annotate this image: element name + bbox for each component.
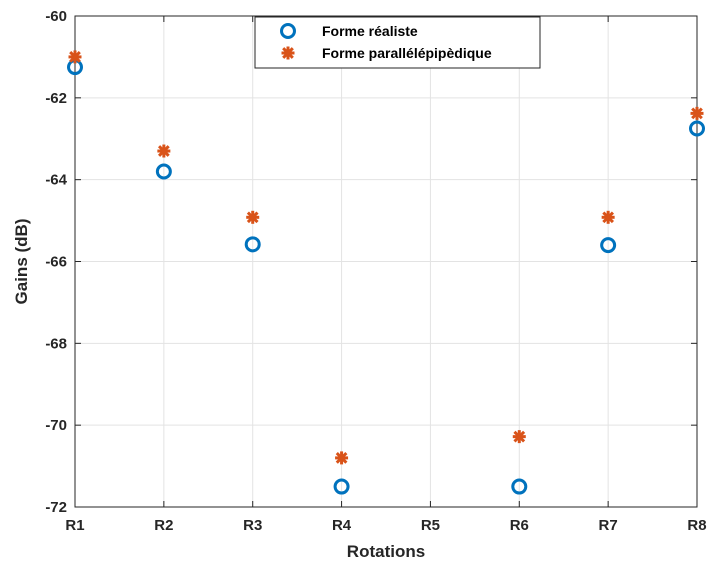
data-point-realistic-R2 (155, 163, 172, 180)
data-point-realistic-R8 (689, 120, 705, 137)
legend-marker-circle (280, 23, 296, 39)
legend-marker-asterisk (281, 46, 295, 60)
y-tick-label: -60 (45, 8, 67, 25)
x-tick-label: R2 (154, 517, 173, 534)
y-tick-label: -70 (45, 417, 67, 434)
y-axis-label: Gains (dB) (12, 219, 31, 305)
x-tick-label: R5 (421, 517, 440, 534)
x-tick-label: R8 (687, 517, 706, 534)
x-tick-labels: R1 R2 R3 R4 R5 R6 R7 R8 (65, 517, 706, 534)
data-point-parallelepiped-R2 (157, 144, 171, 158)
x-axis-label: Rotations (347, 542, 425, 561)
data-point-realistic-R4 (333, 478, 350, 495)
x-tick-label: R3 (243, 517, 262, 534)
axes (74, 15, 698, 508)
legend-label-parallelepiped: Forme parallélépipèdique (322, 45, 492, 61)
data-point-parallelepiped-R3 (246, 210, 260, 224)
legend-circle (280, 23, 296, 39)
data-points (67, 50, 705, 495)
y-tick-labels: -60 -62 -64 -66 -68 -70 -72 (45, 8, 67, 516)
x-tick-label: R4 (332, 517, 352, 534)
asterisk-stroke (691, 107, 703, 120)
data-point-parallelepiped-R1 (68, 50, 82, 64)
y-tick-label: -64 (45, 172, 67, 189)
data-point-realistic-R6 (511, 478, 528, 495)
legend-asterisk (281, 46, 295, 60)
asterisk-stroke (246, 211, 259, 224)
asterisk-stroke (513, 430, 526, 443)
x-tick-label: R7 (599, 517, 618, 534)
y-tick-label: -68 (45, 335, 67, 352)
x-tick-label: R1 (65, 517, 84, 534)
data-point-parallelepiped-R6 (512, 430, 526, 444)
legend: Forme réaliste Forme parallélépipèdique (254, 16, 541, 69)
data-point-realistic-R3 (244, 236, 261, 253)
asterisk-stroke (157, 145, 170, 157)
legend-label-realistic: Forme réaliste (322, 23, 418, 39)
y-tick-label: -62 (45, 90, 67, 107)
data-point-parallelepiped-R4 (335, 451, 349, 465)
y-tick-label: -66 (45, 254, 67, 271)
asterisk-stroke (335, 452, 348, 464)
asterisk-stroke (602, 211, 615, 224)
y-tick-label: -72 (45, 499, 67, 516)
asterisk-stroke (69, 51, 81, 63)
legend-box (254, 16, 541, 69)
x-tick-label: R6 (510, 517, 529, 534)
data-point-parallelepiped-R7 (601, 210, 615, 224)
data-point-realistic-R7 (600, 237, 617, 254)
asterisk-stroke (282, 47, 294, 59)
data-point-parallelepiped-R8 (690, 106, 704, 120)
